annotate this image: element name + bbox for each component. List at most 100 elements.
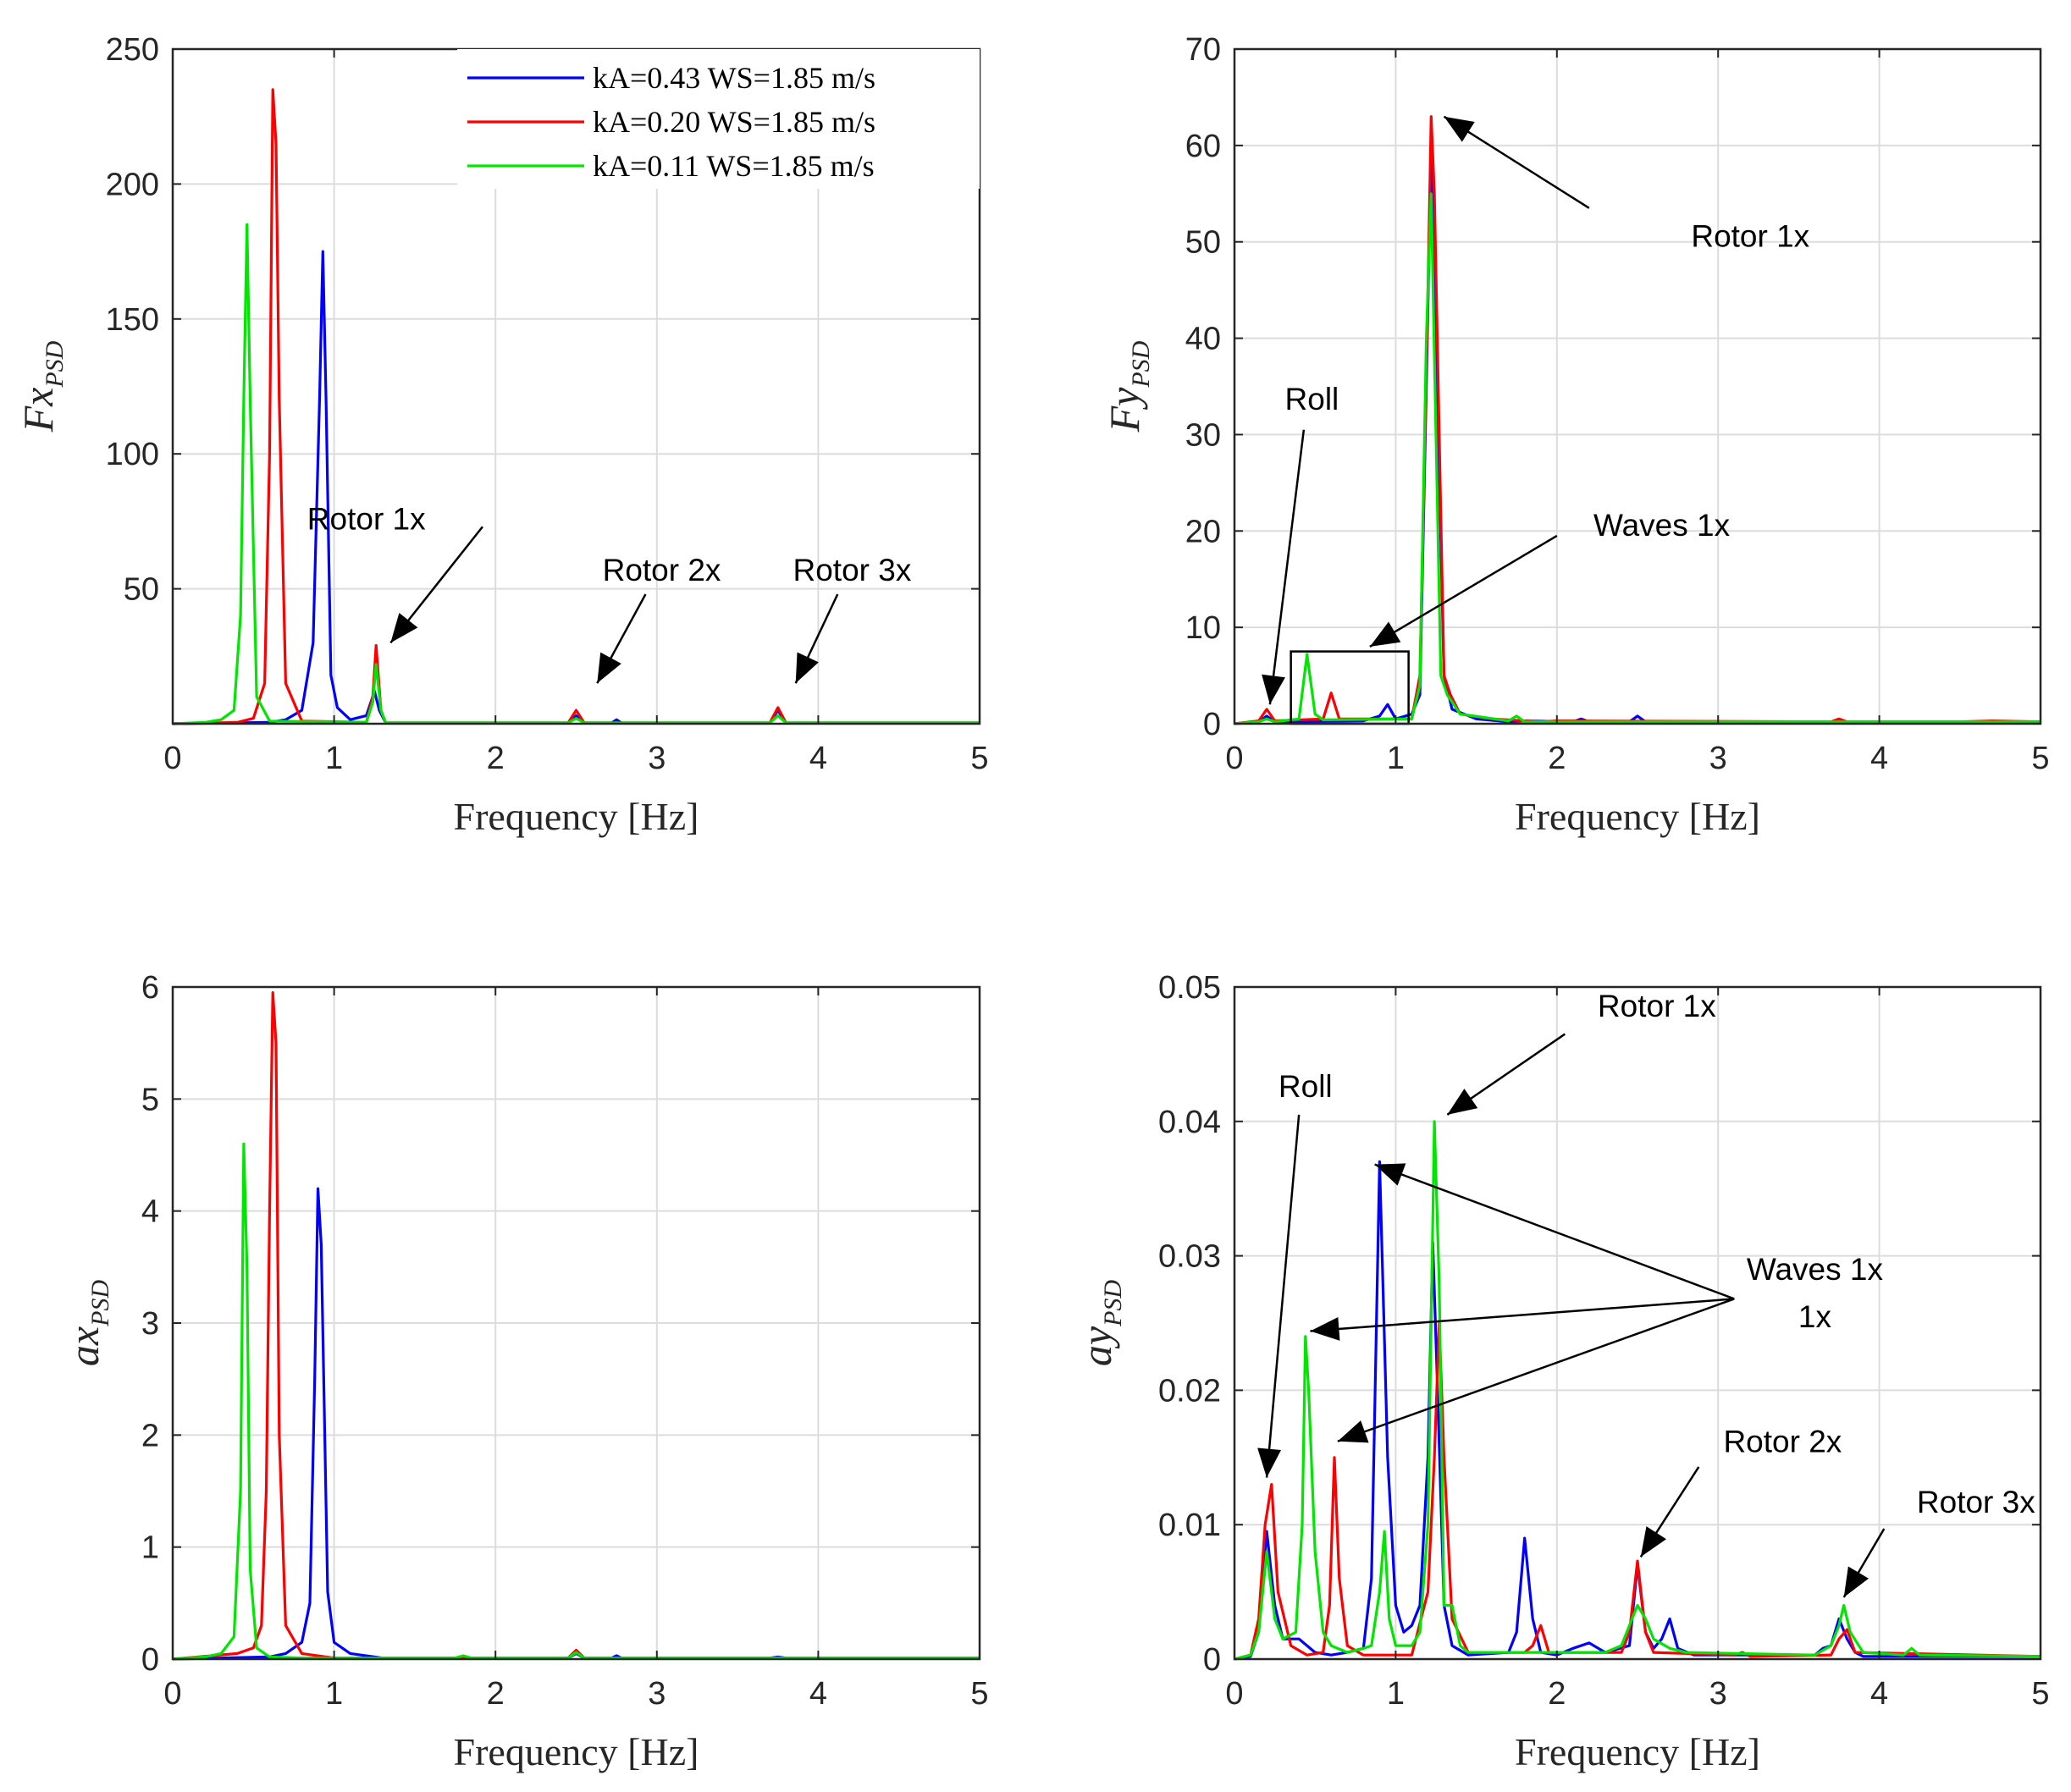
y-tick-label: 0 [1203,707,1221,742]
x-tick-label: 2 [1548,1676,1566,1712]
axes-frame [1233,985,2042,1661]
x-tick-label: 3 [648,1676,665,1712]
x-tick-label: 1 [325,741,343,776]
annotation-label: Rotor 2x [1723,1424,1842,1458]
y-axis-label-sub: PSD [41,340,69,388]
chart-ay-psd: 0 1 2 3 4 5 0 0.01 0.02 0.03 0.04 0.05 Frequency [Hz… [1073,970,2050,1773]
x-tick-label: 4 [809,741,827,776]
y-axis-label-main: Fy [1101,387,1148,433]
y-tick-label: 0.02 [1158,1373,1221,1409]
x-tick-label: 5 [970,741,988,776]
y-axis-label: FyPSD [1101,340,1155,433]
x-tick-label: 4 [1870,1676,1888,1712]
x-axis-label: Frequency [Hz] [454,1730,699,1773]
x-tick-label: 1 [325,1676,343,1712]
y-tick-label: 30 [1185,417,1221,453]
annotation-label: Rotor 2x [603,553,721,587]
annotation-label: Rotor 1x [307,501,426,536]
legend-entry: kA=0.11 WS=1.85 m/s [593,149,875,183]
x-tick-label: 5 [2031,1676,2049,1712]
annotation-arrowhead [390,613,418,643]
annotation-arrow-line [1268,429,1306,705]
y-axis-label: axPSD [60,1280,114,1367]
legend-entry: kA=0.20 WS=1.85 m/s [593,105,875,139]
x-tick-label: 3 [1709,1676,1727,1712]
y-tick-label: 20 [1185,514,1221,549]
x-tick-label: 4 [1870,741,1888,776]
x-tick-label: 1 [1387,741,1405,776]
y-tick-label: 100 [106,437,159,472]
annotation-arrowhead [1843,1566,1869,1597]
y-axis-label: ayPSD [1073,1280,1127,1367]
annotation-arrowhead [1262,674,1285,705]
y-axis-label-main: Fx [14,388,62,433]
y-tick-label: 200 [106,167,159,202]
annotation-label: 1x [1798,1299,1832,1334]
annotation-arrowhead [1640,1526,1666,1558]
x-tick-label: 0 [163,741,181,776]
legend-entry: kA=0.43 WS=1.85 m/s [593,61,875,95]
y-axis-label-main: ay [1073,1326,1120,1366]
y-tick-label: 0.01 [1158,1508,1221,1543]
x-tick-label: 2 [487,1676,505,1712]
annotation-label: Rotor 3x [1917,1485,2035,1519]
plot-area [1234,49,2041,724]
y-tick-label: 6 [141,970,159,1006]
x-tick-label: 5 [970,1676,988,1712]
x-axis-label: Frequency [Hz] [1515,795,1760,838]
y-tick-label: 1 [141,1530,159,1566]
x-tick-label: 3 [648,741,665,776]
x-tick-label: 3 [1709,741,1727,776]
y-tick-label: 2 [141,1418,159,1453]
y-tick-label: 40 [1185,322,1221,357]
y-axis-label-sub: PSD [1099,1280,1127,1327]
annotation-arrowhead [597,652,621,684]
annotation-arrow-line [1265,1114,1301,1478]
y-tick-label: 0 [1203,1642,1221,1678]
annotation-arrowhead [1337,1420,1369,1443]
annotation-arrowhead [1369,621,1401,647]
y-tick-label: 50 [124,572,159,608]
y-tick-label: 50 [1185,225,1221,261]
annotation-arrowhead [1444,116,1475,142]
annotation-label: Roll [1285,382,1339,416]
x-tick-label: 2 [1548,741,1566,776]
annotation-arrowhead [1257,1447,1282,1478]
y-tick-label: 60 [1185,129,1221,164]
chart-fx-psd: 0 1 2 3 4 5 50 100 150 200 250 Frequency [Hz] FxPSD R… [14,32,989,838]
annotation-label: Waves 1x [1747,1252,1884,1287]
y-axis-label: FxPSD [14,340,69,433]
x-tick-label: 1 [1387,1676,1405,1712]
annotation-arrow-line [1374,1163,1735,1300]
series-line-green [1234,1120,2041,1661]
y-tick-label: 5 [141,1082,159,1117]
annotation-arrowhead [1374,1163,1406,1186]
y-tick-label: 150 [106,302,159,338]
annotation-label: Rotor 1x [1691,218,1809,253]
series-line-green [172,223,980,725]
y-tick-label: 0.05 [1158,970,1221,1006]
annotation-label: Rotor 3x [793,553,912,587]
annotation-label: Rotor 1x [1598,989,1716,1023]
annotation-arrow-line [1369,534,1558,648]
x-tick-label: 2 [487,741,505,776]
axes-frame [1233,47,2042,725]
y-tick-label: 4 [141,1194,159,1230]
x-tick-label: 5 [2031,741,2049,776]
x-axis-label: Frequency [Hz] [1515,1730,1760,1773]
annotation-label: Roll [1278,1069,1333,1104]
y-axis-label-sub: PSD [86,1280,114,1327]
series-line-green [1234,192,2041,725]
chart-ax-psd: 0 1 2 3 4 5 0 1 2 3 4 5 6 Frequency [Hz] axPSD [60,970,989,1773]
x-tick-label: 0 [1225,1676,1243,1712]
y-tick-label: 0.03 [1158,1239,1221,1275]
x-tick-label: 0 [1225,741,1243,776]
annotation-arrowhead [1447,1089,1478,1115]
y-tick-label: 3 [141,1306,159,1342]
y-tick-label: 70 [1185,32,1221,68]
annotation-label: Waves 1x [1593,508,1731,543]
y-axis-label-sub: PSD [1127,340,1155,388]
y-tick-label: 0 [141,1642,159,1678]
